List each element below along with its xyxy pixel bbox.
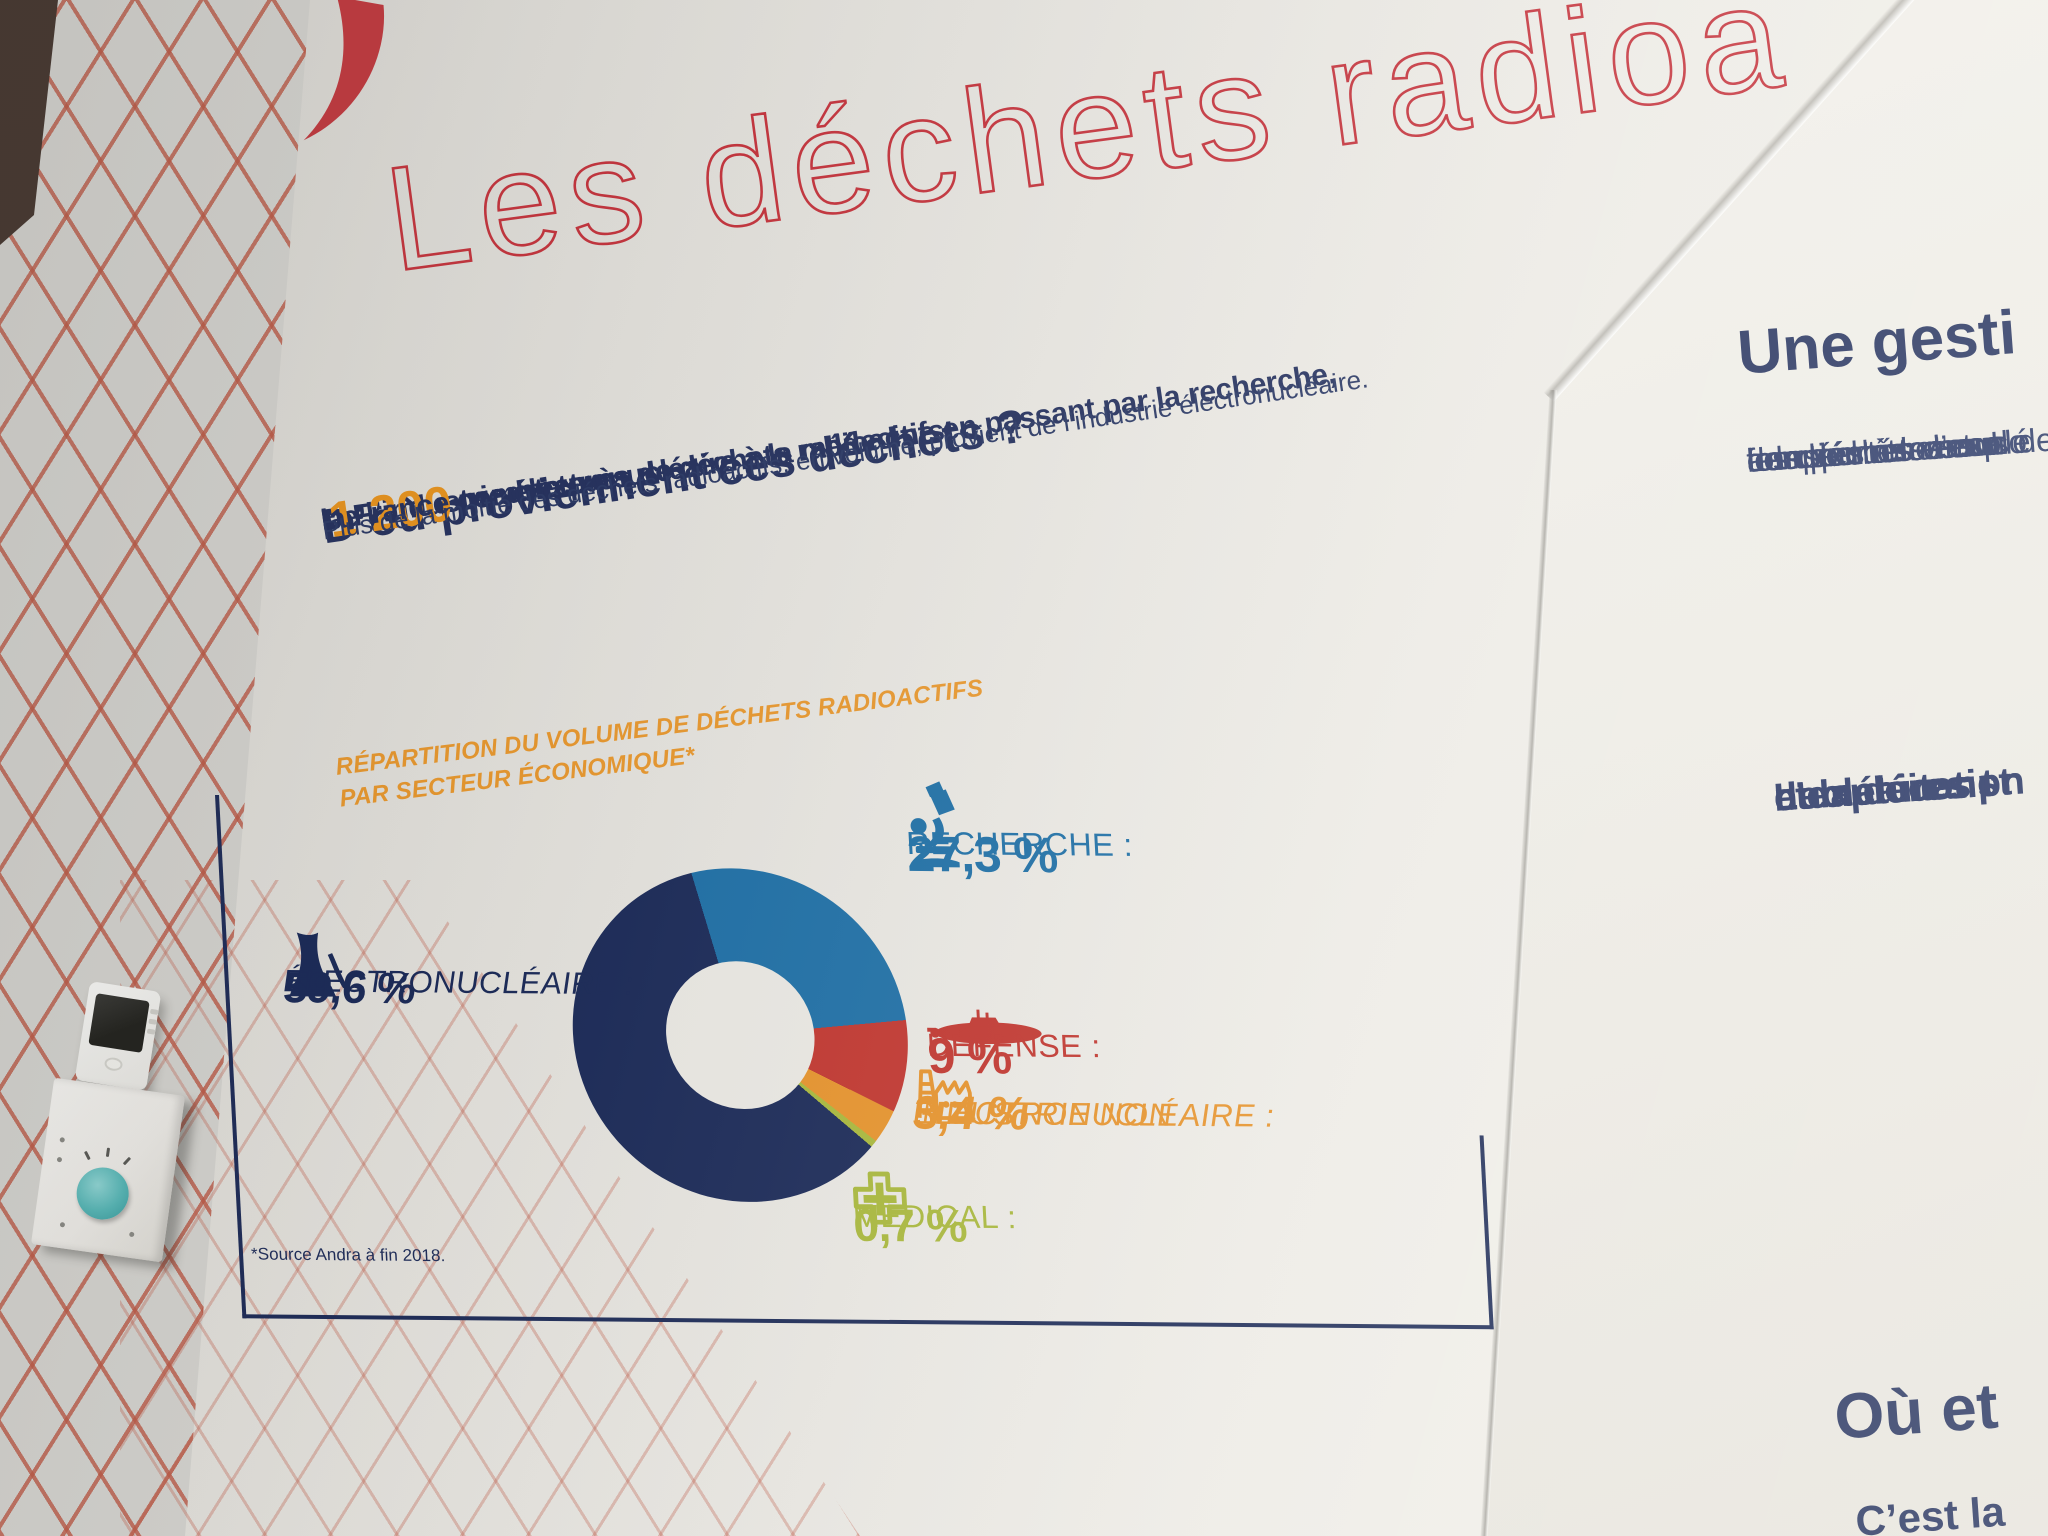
dial-tick [83, 1150, 91, 1161]
thermostat-knob [73, 1164, 133, 1223]
segment-value: 3,4 % [911, 1085, 1030, 1140]
microscope-icon [910, 781, 960, 868]
submarine-icon [927, 1009, 1042, 1045]
dial-dot [59, 1221, 66, 1228]
factory-icon [917, 1069, 974, 1121]
segment-value: 27,3 % [905, 825, 1059, 884]
origin-note: Plus de la moitié des déchets radioactif… [320, 363, 1371, 546]
segment-value: 0,7 % [852, 1198, 968, 1252]
device-screen [88, 993, 150, 1053]
poster-title: Les déchets radioa [376, 0, 1801, 304]
chart-area: ÉLECTRONUCLÉAIRE : 59,6 % RECHERCHE : 27… [215, 781, 1541, 1445]
dial-dot [56, 1156, 63, 1163]
dial-tick [105, 1147, 111, 1157]
chart-title: RÉPARTITION DU VOLUME DE DÉCHETS RADIOAC… [334, 673, 989, 816]
chart-frame-bottom [242, 1314, 1494, 1330]
cooling-tower-icon [289, 932, 346, 997]
dial-tick [122, 1156, 132, 1166]
device-button [103, 1056, 124, 1072]
device-ridge [146, 1028, 156, 1035]
dial-dot [59, 1137, 66, 1143]
segment-value: 59,6 % [281, 963, 416, 1014]
wall-thermostat-device [30, 1077, 186, 1263]
right-panel-footer-heading: Où et [1832, 1369, 2001, 1453]
chart-frame-right [1479, 1135, 1494, 1330]
dial-dot [128, 1231, 135, 1238]
medical-cross-icon [852, 1171, 908, 1225]
donut-chart [564, 866, 917, 1204]
red-quote-mark [303, 0, 385, 141]
device-ridge [148, 1018, 157, 1025]
chart-source-note: *Source Andra à fin 2018. [250, 1244, 446, 1266]
device-ridge [149, 1008, 159, 1015]
